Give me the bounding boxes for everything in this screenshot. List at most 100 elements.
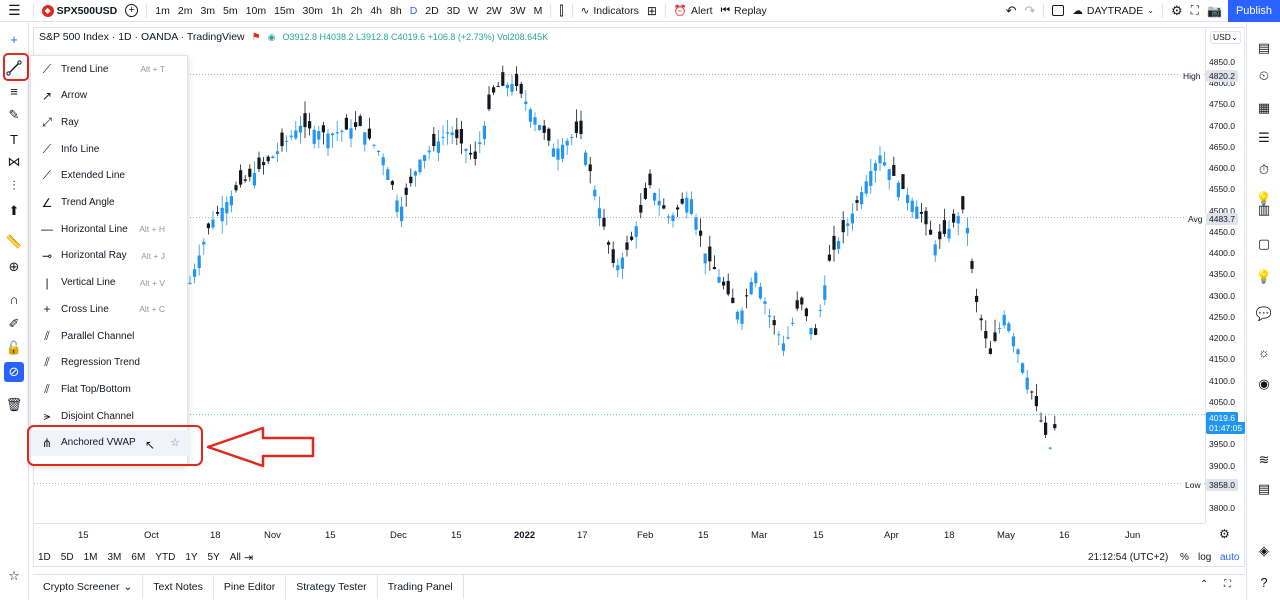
ruler-icon[interactable]: 📏 [5, 234, 23, 249]
range-1d[interactable]: 1D [38, 551, 51, 563]
pattern-icon[interactable]: ⋈ [7, 154, 21, 169]
menu-item-flat-top-bottom[interactable]: ⫽ Flat Top/Bottom [31, 376, 189, 402]
timeframe-D[interactable]: D [409, 4, 418, 17]
price-axis[interactable] [1205, 27, 1245, 523]
timeframe-M[interactable]: M [533, 4, 543, 17]
range-ytd[interactable]: YTD [155, 551, 176, 563]
timeframe-3W[interactable]: 3W [509, 4, 526, 17]
chevron-down-icon[interactable]: ⌄ [123, 580, 133, 593]
menu-item-disjoint-channel[interactable]: ⪫ Disjoint Channel [31, 403, 189, 429]
chat-icon[interactable]: ▢ [1257, 236, 1271, 251]
favorite-star-icon[interactable]: ☆ [170, 437, 180, 450]
timeframe-4h[interactable]: 4h [370, 4, 383, 17]
streams-icon[interactable]: ◉ [1258, 376, 1270, 391]
timeframe-2W[interactable]: 2W [486, 4, 502, 17]
timeframe-30m[interactable]: 30m [302, 4, 323, 17]
alerts-clock-icon[interactable]: ⏲ [1258, 68, 1270, 83]
maximize-panel-icon[interactable]: ⛶ [1224, 579, 1231, 590]
timeframe-8h[interactable]: 8h [390, 4, 402, 17]
goto-date-icon[interactable]: ⇥ [244, 552, 254, 564]
alert-button[interactable]: ⏰ Alert [670, 0, 717, 22]
range-6m[interactable]: 6M [131, 551, 146, 563]
tab-strategy-tester[interactable]: Strategy Tester [286, 574, 378, 599]
help-icon[interactable]: ? [1260, 574, 1268, 590]
trend-line-tool-icon[interactable] [4, 58, 24, 78]
fib-retracement-icon[interactable]: ≡ [10, 83, 18, 99]
range-1m[interactable]: 1M [83, 551, 98, 563]
range-all[interactable]: All [229, 551, 241, 563]
data-window-icon[interactable]: ▦ [1257, 100, 1271, 115]
text-tool-icon[interactable]: T [10, 131, 18, 147]
menu-item-trend-angle[interactable]: ∠ Trend Angle [31, 190, 189, 216]
redo-icon[interactable]: ↷ [1024, 2, 1036, 18]
settings-gear-icon[interactable]: ⚙ [1170, 2, 1183, 18]
arrow-up-icon[interactable]: ⬆ [8, 203, 20, 218]
tab-trading-panel[interactable]: Trading Panel [378, 574, 464, 599]
watchlist-icon[interactable]: ▤ [1257, 40, 1271, 55]
menu-item-extended-line[interactable]: ⟋ Extended Line [31, 163, 189, 189]
compare-add-icon[interactable]: + [121, 0, 142, 22]
favorites-star-icon[interactable]: ☆ [8, 568, 20, 583]
timeframe-1h[interactable]: 1h [330, 4, 343, 17]
currency-select[interactable]: USD⌄ [1210, 31, 1242, 44]
timeframe-3D[interactable]: 3D [446, 4, 461, 17]
replay-button[interactable]: ⏮ Replay [717, 0, 771, 22]
hide-drawings-icon[interactable]: ⊘ [4, 362, 24, 382]
menu-item-info-line[interactable]: ⟋ Info Line [31, 136, 189, 162]
menu-item-cross-line[interactable]: + Cross Line Alt + C [31, 296, 189, 322]
menu-item-horizontal-line[interactable]: — Horizontal Line Alt + H [31, 216, 189, 242]
fullscreen-icon[interactable]: ⛶ [1190, 3, 1200, 17]
layers-icon[interactable]: ◈ [1259, 543, 1269, 558]
range-3m[interactable]: 3M [107, 551, 122, 563]
timeframe-W[interactable]: W [468, 4, 479, 17]
menu-item-trend-line[interactable]: ⟋ Trend Line Alt + T [31, 56, 189, 82]
publish-button[interactable]: Publish [1228, 0, 1280, 22]
timeframe-5m[interactable]: 5m [223, 4, 238, 17]
trash-icon[interactable]: 🗑 [5, 397, 23, 412]
layout-name-button[interactable]: ☁ DAYTRADE ⌄ [1068, 0, 1158, 22]
tab-text-notes[interactable]: Text Notes [143, 574, 214, 599]
dom-icon[interactable]: ▥ [1257, 202, 1271, 217]
menu-item-arrow[interactable]: ↗ Arrow [31, 83, 189, 109]
menu-item-horizontal-ray[interactable]: ⊸ Horizontal Ray Alt + J [31, 243, 189, 269]
stay-in-drawing-mode-icon[interactable]: ✐ [8, 316, 20, 331]
indicators-button[interactable]: ∿ Indicators [577, 0, 643, 22]
prediction-icon[interactable]: ⫶ [12, 178, 16, 193]
lock-icon[interactable]: 🔓 [5, 340, 23, 355]
menu-icon[interactable]: ☰ [8, 2, 21, 18]
timeframe-15m[interactable]: 15m [274, 4, 295, 17]
camera-icon[interactable]: 📷 [1207, 3, 1222, 18]
idea-stream-icon[interactable]: 💡 [1255, 269, 1273, 284]
crosshair-icon[interactable]: + [10, 31, 18, 47]
templates-icon[interactable]: ⊞ [646, 3, 657, 18]
time-axis[interactable] [33, 523, 1205, 545]
dom-ladder-icon[interactable]: ▤ [1257, 481, 1271, 496]
log-toggle[interactable]: log [1198, 552, 1212, 563]
chart-type-candles-icon[interactable]: ⫿ [559, 2, 564, 18]
menu-item-anchored-vwap[interactable]: ⋔ Anchored VWAP ☆ [31, 429, 189, 456]
collapse-panel-icon[interactable]: ⌃ [1200, 579, 1209, 590]
calendar-icon[interactable]: ⏱ [1258, 162, 1270, 177]
range-5y[interactable]: 5Y [207, 551, 220, 563]
timeframe-3m[interactable]: 3m [200, 4, 216, 17]
percent-toggle[interactable]: % [1180, 552, 1189, 563]
undo-icon[interactable]: ↶ [1005, 2, 1017, 18]
menu-item-regression-trend[interactable]: ⫽ Regression Trend [31, 350, 189, 376]
menu-item-ray[interactable]: ⤢ Ray [31, 109, 189, 135]
range-1y[interactable]: 1Y [185, 551, 198, 563]
timeframe-2D[interactable]: 2D [425, 4, 439, 17]
timeframe-10m[interactable]: 10m [245, 4, 267, 17]
menu-item-parallel-channel[interactable]: ⫽ Parallel Channel [31, 323, 189, 349]
axis-settings-gear-icon[interactable]: ⚙ [1219, 527, 1230, 541]
auto-toggle[interactable]: auto [1220, 552, 1240, 563]
timeframe-1m[interactable]: 1m [155, 4, 170, 17]
ideas-bulb-icon[interactable]: 💡 [1255, 191, 1273, 206]
layout-select-icon[interactable] [1048, 0, 1068, 22]
symbol-search[interactable]: ◆ SPX500USD [38, 0, 122, 22]
clock[interactable]: 21:12:54 (UTC+2) [1088, 552, 1169, 563]
bulb-outline-icon[interactable]: ☼ [1258, 344, 1270, 360]
menu-item-vertical-line[interactable]: | Vertical Line Alt + V [31, 270, 189, 296]
tab-crypto-screener[interactable]: Crypto Screener ⌄ [33, 574, 144, 599]
range-5d[interactable]: 5D [60, 551, 74, 563]
timeframe-2h[interactable]: 2h [350, 4, 363, 17]
